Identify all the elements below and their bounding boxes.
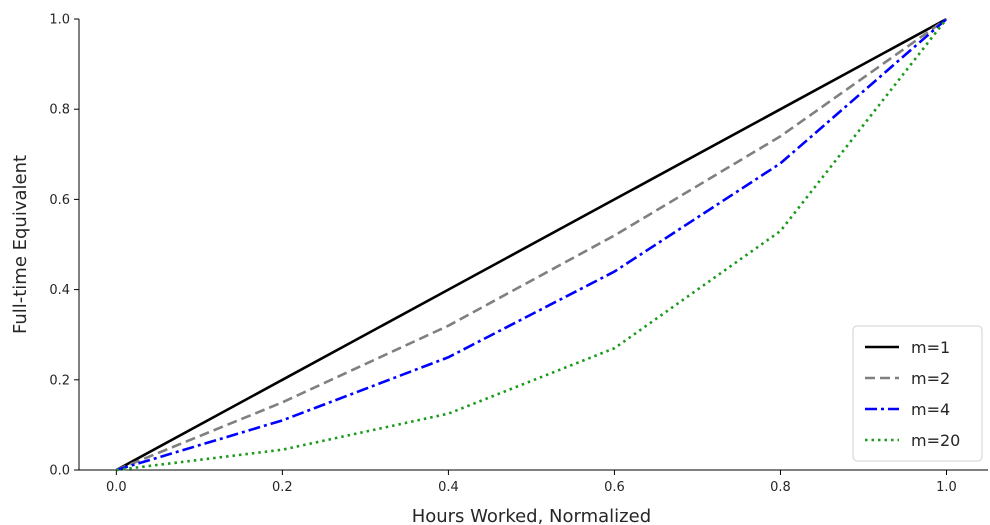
legend-label: m=2 — [911, 369, 950, 388]
y-tick-label: 0.4 — [49, 283, 70, 298]
y-tick-label: 1.0 — [49, 13, 70, 28]
legend-label: m=20 — [911, 431, 960, 450]
ticks-layer: 0.0 0.2 0.4 0.6 0.8 1.0 0.0 0.2 0.4 0.6 0.8 1.0 — [49, 13, 957, 496]
x-axis-label: Hours Worked, Normalized — [412, 506, 651, 525]
series-line-m-4 — [115, 18, 948, 472]
axis-labels-layer: Hours Worked, Normalized Full-time Equiv… — [10, 155, 651, 525]
series-line-m-1 — [115, 17, 948, 472]
x-tick-label: 0.8 — [770, 480, 791, 495]
y-axis-label: Full-time Equivalent — [10, 155, 31, 334]
x-tick-label: 0.0 — [106, 480, 127, 495]
y-tick-label: 0.6 — [49, 193, 70, 208]
x-tick-label: 1.0 — [936, 480, 957, 495]
series-line-m-2 — [115, 17, 948, 472]
legend-label: m=4 — [911, 400, 950, 419]
legend-label: m=1 — [911, 338, 950, 357]
series-layer — [115, 17, 948, 472]
y-tick-label: 0.8 — [49, 103, 70, 118]
x-tick-label: 0.6 — [604, 480, 625, 495]
legend-box — [852, 325, 983, 462]
legend: m=1 m=2 m=4 m=20 — [852, 325, 983, 462]
axes-layer — [78, 19, 988, 471]
y-tick-label: 0.0 — [49, 464, 70, 479]
y-tick-label: 0.2 — [49, 373, 70, 388]
x-tick-label: 0.4 — [438, 480, 459, 495]
x-tick-label: 0.2 — [272, 480, 293, 495]
